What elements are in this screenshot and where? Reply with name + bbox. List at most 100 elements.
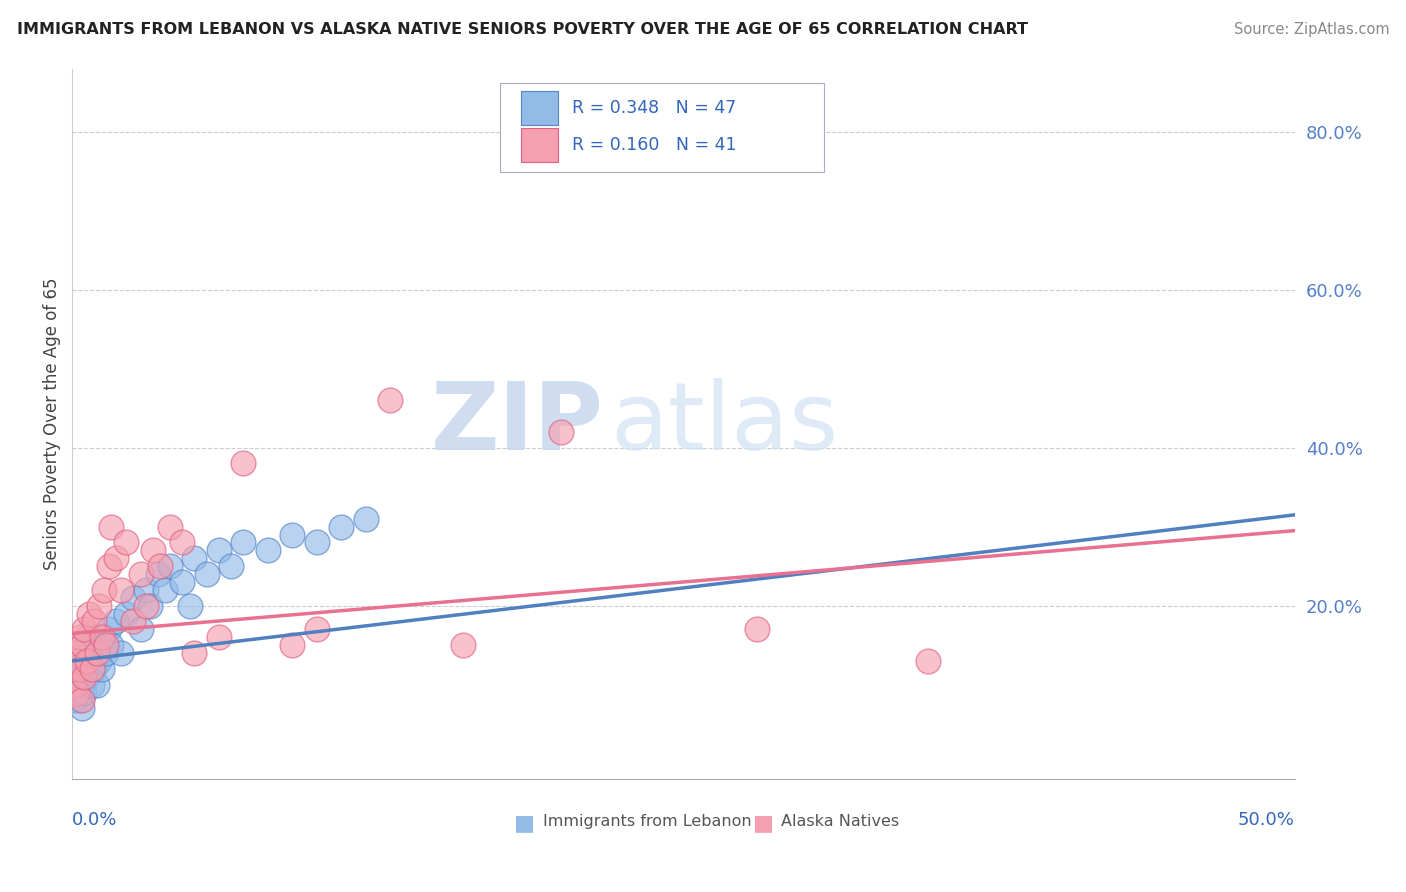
- Point: [179, 599, 201, 613]
- Point: [257, 543, 280, 558]
- Text: IMMIGRANTS FROM LEBANON VS ALASKA NATIVE SENIORS POVERTY OVER THE AGE OF 65 CORR: IMMIGRANTS FROM LEBANON VS ALASKA NATIVE…: [17, 22, 1028, 37]
- Point: [917, 654, 939, 668]
- Point: [159, 559, 181, 574]
- Point: [745, 623, 768, 637]
- Point: [70, 693, 93, 707]
- Point: [76, 670, 98, 684]
- Point: [153, 582, 176, 597]
- Bar: [522, 128, 558, 161]
- Point: [66, 678, 89, 692]
- Text: atlas: atlas: [610, 378, 838, 470]
- Point: [86, 678, 108, 692]
- Point: [83, 662, 105, 676]
- Point: [135, 599, 157, 613]
- Point: [100, 519, 122, 533]
- Point: [100, 638, 122, 652]
- Point: [79, 607, 101, 621]
- Point: [69, 630, 91, 644]
- Text: ■: ■: [752, 814, 773, 833]
- Point: [97, 623, 120, 637]
- Point: [183, 646, 205, 660]
- Point: [139, 599, 162, 613]
- Point: [305, 623, 328, 637]
- Point: [89, 599, 111, 613]
- Text: ZIP: ZIP: [432, 378, 605, 470]
- Point: [208, 543, 231, 558]
- Point: [172, 535, 194, 549]
- Point: [550, 425, 572, 439]
- Point: [66, 654, 89, 668]
- Point: [69, 693, 91, 707]
- Point: [63, 693, 86, 707]
- Point: [281, 527, 304, 541]
- Point: [208, 630, 231, 644]
- Point: [83, 615, 105, 629]
- Point: [69, 654, 91, 668]
- Point: [232, 535, 254, 549]
- Point: [146, 567, 169, 582]
- Bar: [522, 91, 558, 125]
- Point: [149, 559, 172, 574]
- Point: [73, 670, 96, 684]
- Point: [110, 582, 132, 597]
- Point: [76, 630, 98, 644]
- Point: [105, 551, 128, 566]
- Point: [73, 623, 96, 637]
- Point: [105, 615, 128, 629]
- Point: [63, 662, 86, 676]
- Point: [80, 678, 103, 692]
- Point: [305, 535, 328, 549]
- Point: [97, 559, 120, 574]
- Point: [63, 646, 86, 660]
- Point: [66, 646, 89, 660]
- Point: [86, 638, 108, 652]
- Point: [73, 685, 96, 699]
- Text: 50.0%: 50.0%: [1239, 812, 1295, 830]
- Point: [115, 607, 138, 621]
- Point: [93, 630, 115, 644]
- Text: Source: ZipAtlas.com: Source: ZipAtlas.com: [1233, 22, 1389, 37]
- Point: [86, 646, 108, 660]
- Point: [69, 662, 91, 676]
- Text: R = 0.160   N = 41: R = 0.160 N = 41: [572, 136, 737, 153]
- Point: [66, 685, 89, 699]
- Point: [219, 559, 242, 574]
- Point: [232, 457, 254, 471]
- Text: ■: ■: [515, 814, 536, 833]
- Point: [195, 567, 218, 582]
- Point: [122, 615, 145, 629]
- FancyBboxPatch shape: [501, 83, 824, 171]
- Point: [135, 582, 157, 597]
- Point: [79, 662, 101, 676]
- Point: [70, 638, 93, 652]
- Point: [115, 535, 138, 549]
- Text: R = 0.348   N = 47: R = 0.348 N = 47: [572, 99, 737, 117]
- Point: [330, 519, 353, 533]
- Point: [63, 678, 86, 692]
- Point: [70, 678, 93, 692]
- Point: [110, 646, 132, 660]
- Text: Alaska Natives: Alaska Natives: [782, 814, 900, 829]
- Point: [70, 701, 93, 715]
- Point: [183, 551, 205, 566]
- Point: [93, 582, 115, 597]
- Point: [89, 654, 111, 668]
- Point: [96, 646, 118, 660]
- Point: [122, 591, 145, 605]
- Point: [172, 574, 194, 589]
- Point: [378, 393, 401, 408]
- Point: [90, 662, 112, 676]
- Point: [129, 567, 152, 582]
- Point: [453, 638, 475, 652]
- Point: [76, 654, 98, 668]
- Point: [90, 630, 112, 644]
- Point: [281, 638, 304, 652]
- Point: [70, 638, 93, 652]
- Point: [354, 512, 377, 526]
- Point: [80, 646, 103, 660]
- Point: [159, 519, 181, 533]
- Point: [73, 654, 96, 668]
- Point: [96, 638, 118, 652]
- Point: [80, 662, 103, 676]
- Text: Immigrants from Lebanon: Immigrants from Lebanon: [543, 814, 752, 829]
